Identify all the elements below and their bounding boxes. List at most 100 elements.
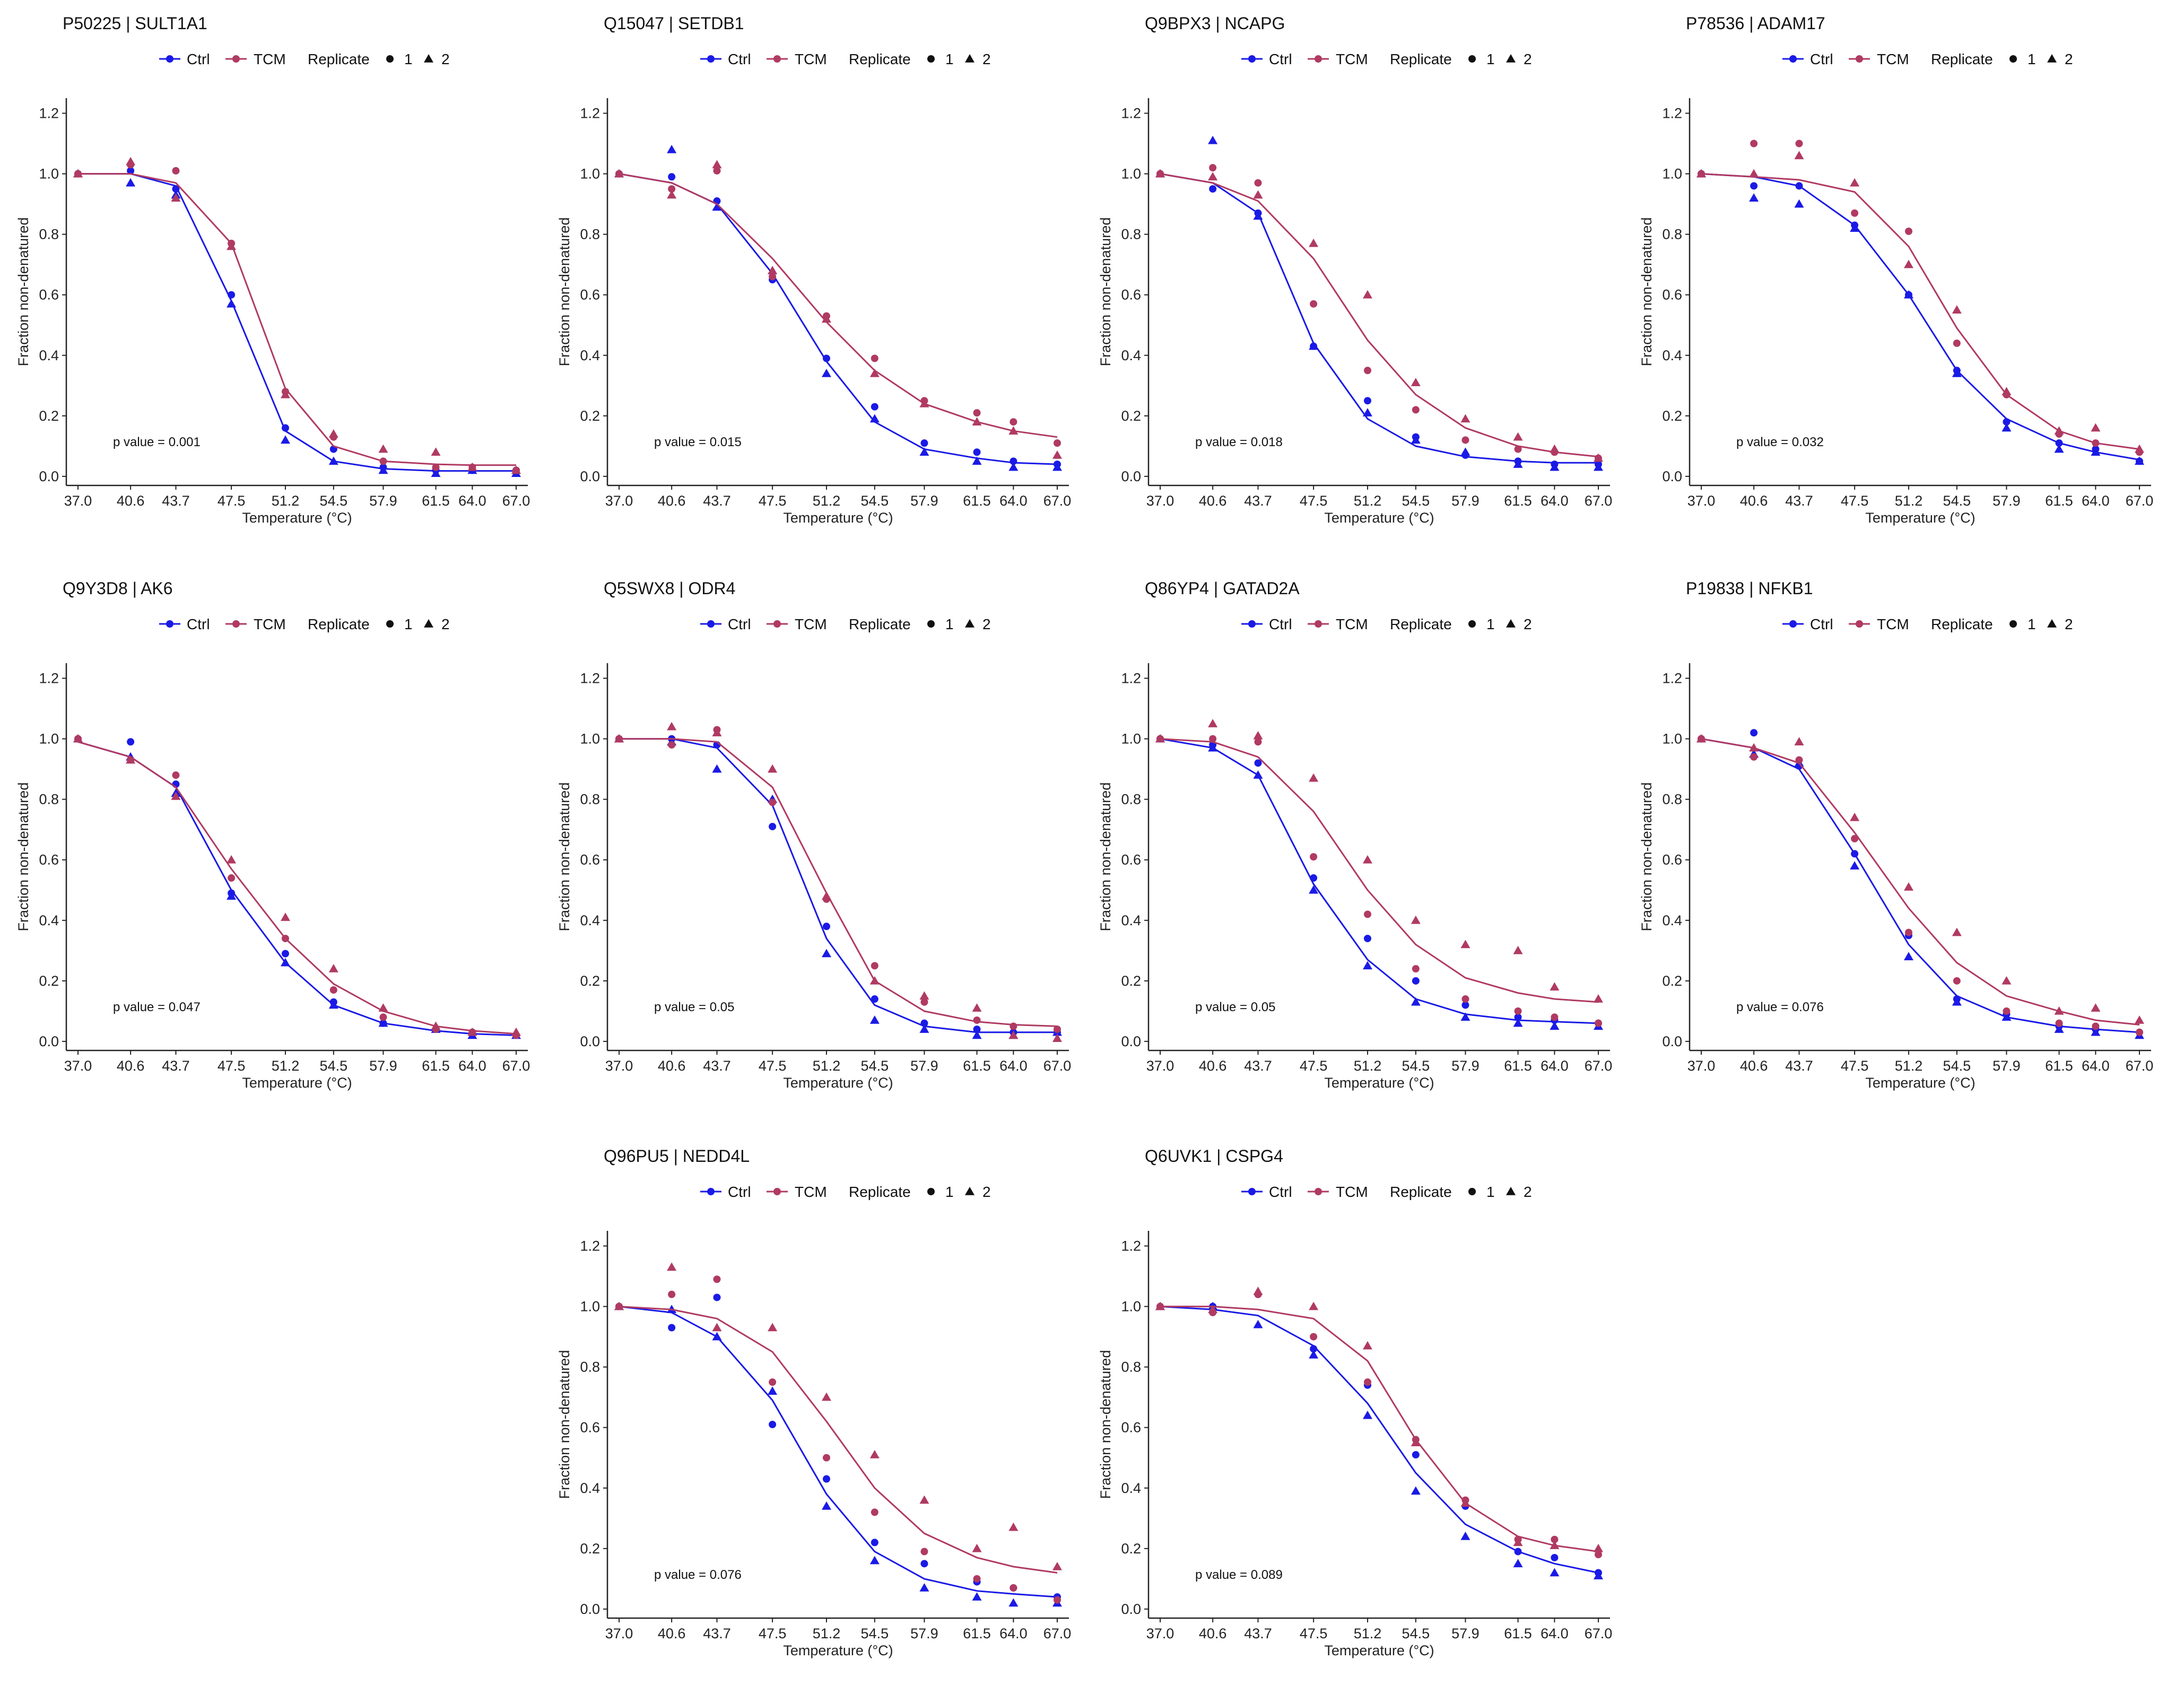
tcm-rep1-point (2055, 1019, 2063, 1027)
legend: Ctrl TCM Replicate 1 2 (1241, 616, 1532, 632)
tcm-rep2-point (919, 991, 929, 1000)
x-tick-label: 40.6 (658, 1058, 686, 1074)
tcm-rep2-point (614, 1301, 624, 1310)
tcm-rep2-point (328, 429, 338, 438)
legend-ctrl-marker (1248, 55, 1256, 63)
ctrl-rep1-point (1412, 977, 1420, 985)
tcm-rep2-point (1208, 719, 1218, 727)
ctrl-rep2-point (1850, 861, 1860, 870)
tcm-rep2-point (1903, 259, 1913, 268)
x-tick-label: 47.5 (1300, 493, 1328, 509)
ctrl-rep2-point (1550, 462, 1560, 471)
ctrl-rep2-point (1208, 135, 1218, 144)
ctrl-rep2-point (1593, 462, 1603, 471)
panel-5: Q9Y3D8 | AK6 Ctrl TCM Replicate 1 2 0.0 0.2 0.4 0… (15, 579, 530, 1091)
tcm-rep2-point (2091, 1003, 2101, 1012)
ctrl-rep2-point (821, 949, 831, 958)
ctrl-rep2-point (1513, 459, 1523, 468)
tcm-rep2-point (919, 399, 929, 407)
x-tick-label: 51.2 (1354, 1626, 1382, 1641)
tcm-rep1-point (1053, 1596, 1061, 1604)
y-tick-label: 0.6 (580, 287, 600, 303)
y-tick-label: 1.0 (1662, 731, 1682, 747)
x-tick-label: 51.2 (813, 493, 841, 509)
y-tick-label: 0.2 (39, 408, 59, 424)
legend-rep2-label: 2 (1524, 616, 1532, 632)
y-tick-label: 0.0 (1121, 1033, 1141, 1049)
tcm-rep2-point (2091, 423, 2101, 432)
tcm-rep1-point (1254, 179, 1262, 187)
x-tick-label: 67.0 (1043, 1626, 1072, 1641)
legend-replicate-title: Replicate (849, 51, 911, 67)
tcm-rep1-point (1953, 339, 1961, 347)
x-tick-label: 43.7 (162, 1058, 190, 1074)
y-tick-label: 0.0 (1662, 1033, 1682, 1049)
y-tick-label: 0.2 (1121, 408, 1141, 424)
x-tick-label: 37.0 (605, 493, 633, 509)
tcm-rep2-point (667, 190, 677, 199)
legend-replicate-title: Replicate (1931, 616, 1993, 632)
legend-replicate-title: Replicate (1390, 1184, 1452, 1200)
ctrl-rep2-point (1749, 193, 1759, 202)
y-tick-label: 0.2 (580, 408, 600, 424)
tcm-rep2-point (227, 855, 237, 864)
x-tick-label: 51.2 (1354, 493, 1382, 509)
y-tick-label: 0.4 (580, 913, 600, 928)
tcm-rep1-point (379, 1013, 387, 1021)
x-tick-label: 43.7 (1244, 1058, 1272, 1074)
ctrl-rep2-point (1309, 341, 1319, 350)
tcm-rep1-point (1551, 1013, 1559, 1021)
tcm-rep2-point (1309, 773, 1319, 782)
ctrl-rep2-point (1460, 1012, 1470, 1021)
tcm-rep2-point (1208, 1305, 1218, 1314)
ctrl-rep2-point (1460, 447, 1470, 456)
panel-2: Q15047 | SETDB1 Ctrl TCM Replicate 1 2 0.0 0.2 0… (556, 14, 1071, 526)
tcm-rep2-point (667, 722, 677, 731)
y-tick-label: 1.0 (580, 731, 600, 747)
legend-rep1-label: 1 (945, 51, 954, 67)
legend-rep2-label: 2 (441, 616, 450, 632)
x-tick-label: 57.9 (1451, 1058, 1480, 1074)
x-tick-label: 64.0 (1541, 1058, 1569, 1074)
panel-10: Q6UVK1 | CSPG4 Ctrl TCM Replicate 1 2 0.0 0.2 0.… (1098, 1146, 1612, 1658)
legend-rep1-marker (927, 55, 935, 63)
x-tick-label: 37.0 (64, 1058, 92, 1074)
tcm-rep1-point (769, 1378, 777, 1386)
y-tick-label: 1.2 (39, 671, 59, 687)
x-tick-label: 61.5 (2045, 493, 2073, 509)
y-tick-label: 0.0 (1662, 468, 1682, 484)
y-axis-label: Fraction non-denatured (556, 218, 572, 367)
legend-replicate-title: Replicate (1390, 616, 1452, 632)
tcm-rep1-point (769, 798, 777, 806)
tcm-rep2-point (328, 964, 338, 972)
legend-replicate-title: Replicate (1931, 51, 1993, 67)
x-tick-label: 67.0 (1585, 1058, 1613, 1074)
ctrl-rep1-point (1851, 850, 1859, 858)
tcm-rep1-point (1310, 300, 1318, 308)
ctrl-rep2-point (126, 178, 136, 187)
tcm-rep2-point (1850, 178, 1860, 187)
x-axis-label: Temperature (°C) (1324, 1075, 1434, 1091)
ctrl-rep2-point (1903, 290, 1913, 299)
y-tick-label: 0.2 (580, 973, 600, 989)
y-tick-label: 0.4 (1121, 913, 1141, 928)
legend-tcm-marker (1856, 55, 1863, 63)
legend-rep1-label: 1 (2028, 616, 2036, 632)
tcm-rep2-point (1008, 426, 1019, 435)
panel-title: Q15047 | SETDB1 (604, 14, 744, 33)
x-tick-label: 54.5 (1402, 493, 1430, 509)
x-tick-label: 47.5 (217, 493, 246, 509)
ctrl-rep1-point (1750, 182, 1758, 190)
ctrl-fit-line (1701, 173, 2140, 461)
tcm-rep2-point (1362, 855, 1372, 864)
legend: Ctrl TCM Replicate 1 2 (1782, 616, 2073, 632)
legend-rep2-marker (424, 619, 433, 628)
tcm-rep2-point (1155, 734, 1165, 743)
legend-ctrl-marker (1789, 55, 1797, 63)
legend-tcm-marker (1315, 620, 1322, 628)
ctrl-fit-line (619, 173, 1058, 465)
x-tick-label: 47.5 (1300, 1058, 1328, 1074)
p-value-label: p value = 0.05 (1195, 1000, 1275, 1014)
ctrl-rep2-point (1008, 1598, 1019, 1607)
y-axis-label: Fraction non-denatured (1639, 218, 1655, 367)
